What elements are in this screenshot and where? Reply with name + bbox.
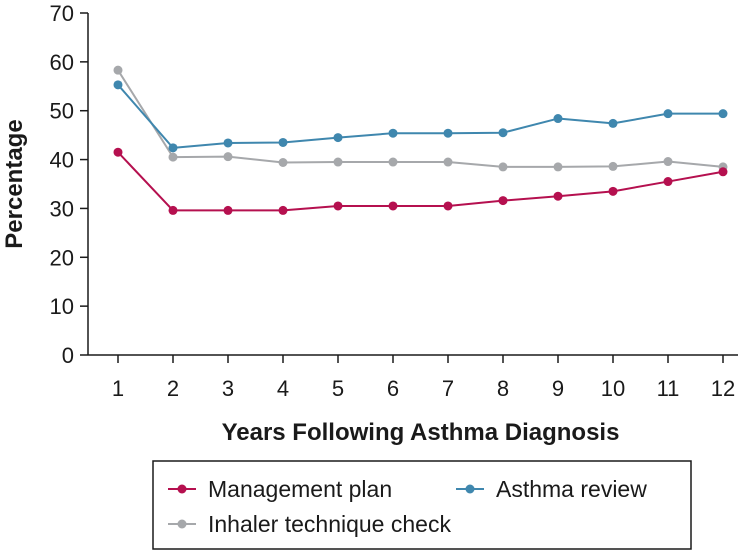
y-tick-label: 70: [50, 1, 74, 26]
data-point: [113, 65, 123, 75]
x-tick-label: 12: [711, 376, 735, 401]
axes: [87, 13, 738, 356]
legend: Management plan Asthma review Inhaler tech…: [152, 460, 692, 550]
legend-box: [152, 460, 692, 550]
data-point: [443, 157, 453, 167]
legend-label: Asthma review: [496, 476, 647, 502]
y-ticks: 0 10 20 30 40 50 60 70: [50, 1, 88, 368]
data-point: [498, 128, 508, 138]
series-line: [117, 69, 724, 168]
y-tick-label: 30: [50, 196, 74, 221]
legend-swatch-marker: [465, 484, 475, 494]
x-tick-label: 7: [442, 376, 454, 401]
legend-swatch-marker: [177, 519, 187, 529]
legend-label: Management plan: [208, 476, 392, 502]
data-point: [113, 80, 123, 90]
y-tick-label: 0: [62, 343, 74, 368]
legend-item: Asthma review: [456, 476, 647, 502]
series-line: [117, 84, 723, 149]
legend-item: Management plan: [168, 476, 392, 502]
data-point: [168, 143, 178, 153]
series-management-plan: [113, 147, 728, 215]
x-tick-label: 11: [657, 376, 680, 401]
x-tick-label: 4: [277, 376, 289, 401]
data-point: [278, 137, 288, 147]
data-point: [113, 147, 123, 157]
y-tick-label: 10: [50, 294, 74, 319]
y-tick-label: 60: [50, 50, 74, 75]
legend-swatch-marker: [177, 484, 187, 494]
data-point: [608, 161, 618, 171]
data-point: [718, 109, 728, 119]
x-tick-label: 1: [112, 376, 124, 401]
x-tick-label: 5: [332, 376, 344, 401]
data-point: [443, 128, 453, 138]
series-inhaler-technique-check: [113, 65, 728, 172]
data-point: [278, 158, 288, 168]
data-point: [608, 118, 618, 128]
x-tick-label: 2: [167, 376, 179, 401]
data-point: [608, 186, 618, 196]
x-tick-label: 3: [222, 376, 234, 401]
series-group: [113, 65, 728, 215]
data-point: [333, 157, 343, 167]
data-point: [388, 128, 398, 138]
legend-item: Inhaler technique check: [168, 511, 451, 537]
y-tick-label: 20: [50, 245, 74, 270]
series-line: [117, 151, 724, 212]
data-point: [333, 133, 343, 143]
data-point: [333, 201, 343, 211]
data-point: [498, 162, 508, 172]
data-point: [168, 205, 178, 215]
data-point: [498, 196, 508, 206]
data-point: [718, 167, 728, 177]
x-ticks: 1 2 3 4 5 6 7 8 9 10 11 12: [112, 355, 735, 401]
series-asthma-review: [113, 80, 728, 153]
data-point: [663, 157, 673, 167]
data-point: [168, 152, 178, 162]
x-tick-label: 8: [497, 376, 509, 401]
legend-label: Inhaler technique check: [208, 511, 451, 537]
data-point: [663, 109, 673, 119]
data-point: [223, 205, 233, 215]
y-tick-label: 40: [50, 148, 74, 173]
data-point: [278, 205, 288, 215]
data-point: [663, 177, 673, 187]
x-tick-label: 6: [387, 376, 399, 401]
x-tick-label: 10: [601, 376, 625, 401]
data-point: [223, 138, 233, 148]
data-point: [388, 157, 398, 167]
y-tick-label: 50: [50, 99, 74, 124]
x-axis-title: Years Following Asthma Diagnosis: [222, 419, 620, 446]
data-point: [553, 162, 563, 172]
data-point: [553, 114, 563, 124]
data-point: [388, 201, 398, 211]
x-tick-label: 9: [552, 376, 564, 401]
data-point: [553, 191, 563, 201]
data-point: [223, 152, 233, 162]
y-axis-title: Percentage: [1, 119, 28, 248]
data-point: [443, 201, 453, 211]
